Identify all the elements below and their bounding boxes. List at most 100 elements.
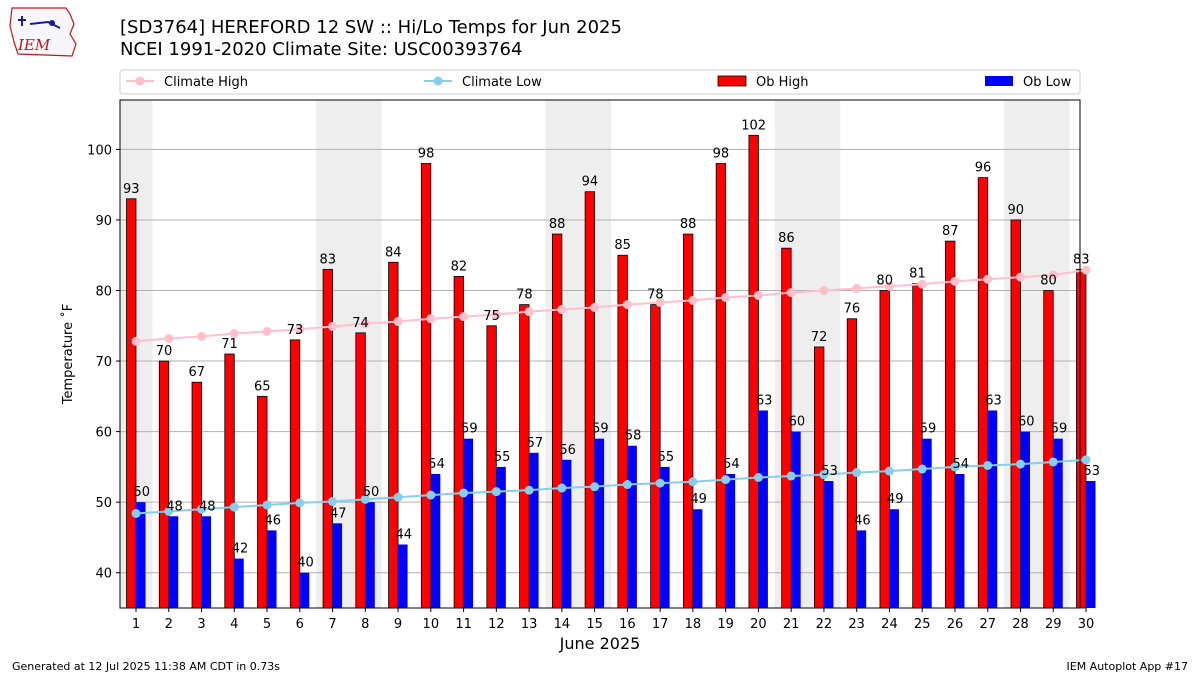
ob-high-label: 96	[975, 161, 992, 176]
climate-point	[753, 290, 763, 300]
ob-low-label: 46	[854, 513, 871, 528]
ob-high-label: 86	[778, 231, 795, 246]
ob-high-bar	[715, 163, 727, 609]
ob-high-bar	[846, 318, 858, 609]
x-tick-label: 6	[296, 617, 304, 632]
ob-high-label: 81	[909, 266, 926, 281]
ob-low-label: 63	[985, 393, 1002, 408]
climate-point	[459, 488, 469, 498]
ob-low-label: 49	[690, 492, 707, 507]
ob-low-label: 53	[1083, 464, 1100, 479]
ob-high-bar	[912, 283, 923, 609]
ob-low-bar	[987, 410, 998, 608]
climate-point	[557, 305, 567, 315]
ob-low-bar	[136, 502, 146, 608]
ob-high-bar	[1076, 268, 1087, 609]
climate-point	[688, 477, 698, 487]
x-tick-label: 2	[165, 617, 173, 632]
ob-high-label: 83	[1073, 252, 1090, 267]
x-tick-label: 28	[1012, 617, 1029, 632]
ob-low-label: 40	[297, 556, 314, 571]
app-credit: IEM Autoplot App #17	[1066, 660, 1189, 673]
ob-low-label: 53	[821, 464, 838, 479]
climate-point	[1081, 265, 1091, 275]
climate-point	[590, 302, 600, 312]
ob-high-label: 71	[221, 337, 238, 352]
climate-point	[786, 471, 796, 481]
climate-point	[1048, 270, 1058, 280]
ob-high-label: 94	[582, 175, 599, 190]
ob-low-label: 57	[527, 436, 544, 451]
climate-point	[655, 297, 665, 307]
ob-high-bar	[420, 163, 432, 609]
y-tick-label: 50	[95, 496, 112, 511]
legend-label: Ob High	[756, 75, 809, 90]
y-axis-label: Temperature ˚F	[60, 304, 76, 405]
legend-marker	[135, 76, 145, 86]
climate-point	[917, 279, 927, 289]
ob-low-bar	[365, 502, 375, 608]
chart-title: [SD3764] HEREFORD 12 SW :: Hi/Lo Temps f…	[120, 17, 622, 38]
ob-high-label: 90	[1007, 203, 1024, 218]
ob-low-bar	[889, 509, 899, 608]
ob-high-label: 65	[254, 379, 271, 394]
ob-high-bar	[748, 134, 759, 609]
x-axis-label: June 2025	[559, 634, 641, 653]
ob-low-bar	[496, 466, 506, 608]
climate-point	[295, 498, 305, 508]
climate-point	[229, 329, 239, 339]
ob-low-label: 49	[887, 492, 904, 507]
ob-high-label: 75	[483, 309, 500, 324]
ob-high-bar	[584, 191, 596, 609]
climate-point	[131, 336, 141, 346]
ob-high-label: 88	[549, 217, 566, 232]
x-tick-label: 24	[881, 617, 898, 632]
x-tick-label: 5	[263, 617, 271, 632]
ob-low-label: 59	[1051, 422, 1068, 437]
ob-high-bar	[322, 268, 333, 609]
legend-marker	[433, 76, 443, 86]
ob-low-label: 58	[625, 429, 642, 444]
climate-point	[1048, 457, 1058, 467]
y-tick-label: 90	[95, 214, 112, 229]
x-tick-label: 4	[230, 617, 238, 632]
x-tick-label: 15	[586, 617, 603, 632]
climate-point	[983, 460, 993, 470]
climate-point	[884, 281, 894, 291]
ob-low-label: 55	[494, 450, 511, 465]
ob-high-label: 87	[942, 224, 959, 239]
ob-high-label: 98	[713, 147, 730, 162]
ob-high-label: 72	[811, 330, 828, 345]
ob-high-label: 67	[188, 365, 205, 380]
climate-point	[393, 317, 403, 327]
x-tick-label: 16	[619, 617, 636, 632]
climate-point	[360, 319, 370, 329]
climate-point	[524, 307, 534, 317]
climate-point	[1081, 455, 1091, 465]
climate-point	[884, 466, 894, 476]
climate-point	[753, 472, 763, 482]
ob-low-label: 59	[920, 422, 937, 437]
ob-low-label: 44	[396, 528, 413, 543]
climate-point	[360, 494, 370, 504]
ob-low-label: 50	[133, 485, 150, 500]
ob-low-bar	[954, 473, 965, 608]
y-tick-label: 80	[95, 285, 112, 300]
ob-low-label: 59	[461, 422, 478, 437]
climate-point	[983, 274, 993, 284]
ob-high-bar	[126, 198, 137, 609]
x-tick-label: 30	[1078, 617, 1095, 632]
generated-timestamp: Generated at 12 Jul 2025 11:38 AM CDT in…	[12, 660, 280, 673]
climate-point	[1015, 272, 1025, 282]
x-tick-label: 9	[394, 617, 402, 632]
legend-label: Climate High	[164, 75, 248, 90]
ob-low-label: 54	[723, 457, 740, 472]
ob-high-label: 76	[844, 302, 861, 317]
climate-point	[131, 508, 141, 518]
ob-high-bar	[1043, 290, 1054, 609]
ob-high-bar	[355, 332, 366, 609]
y-tick-label: 40	[95, 567, 112, 582]
ob-low-bar	[594, 438, 605, 608]
ob-low-bar	[627, 445, 637, 608]
legend-bar-swatch	[717, 75, 747, 87]
